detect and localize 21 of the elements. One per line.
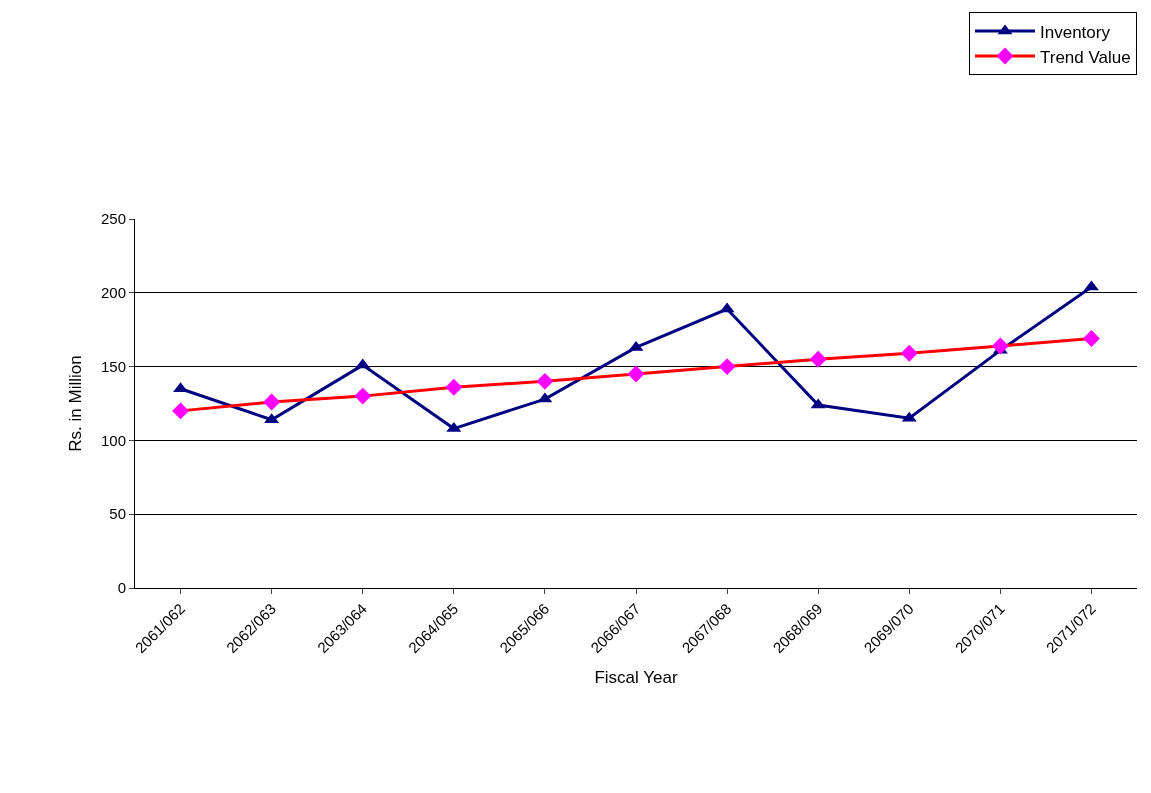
point (354, 387, 372, 405)
point (1083, 330, 1100, 348)
y-tick-label: 200 (100, 284, 126, 302)
point (627, 365, 645, 383)
y-tick-label: 150 (100, 357, 126, 375)
point (445, 378, 463, 396)
x-axis-title: Fiscal Year (594, 667, 678, 687)
y-tick-label: 100 (100, 431, 126, 449)
point (718, 358, 736, 376)
point (900, 344, 918, 362)
legend-label: Inventory (1040, 22, 1111, 42)
y-tick-label: 250 (100, 210, 126, 228)
point (263, 393, 281, 411)
point (991, 337, 1009, 355)
legend-label: Trend Value (1040, 47, 1131, 67)
y-axis-title: Rs. in Million (65, 355, 85, 452)
point (172, 402, 189, 420)
point (536, 372, 554, 390)
y-tick-label: 0 (117, 579, 126, 597)
y-tick-label: 50 (109, 505, 126, 523)
point (809, 350, 827, 368)
